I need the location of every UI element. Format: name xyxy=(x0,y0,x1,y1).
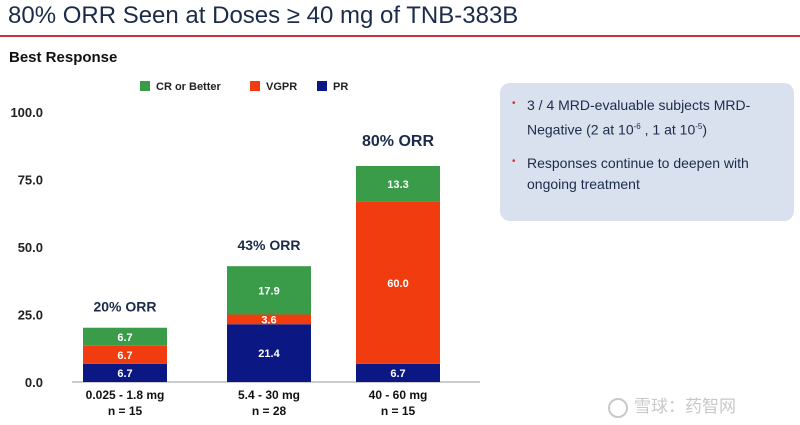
bar-segment xyxy=(227,266,311,315)
legend-label: PR xyxy=(333,81,348,93)
orr-annotation: 20% ORR xyxy=(93,299,156,315)
x-category-label: 40 - 60 mg xyxy=(369,388,428,402)
bar-data-label: 60.0 xyxy=(387,278,408,290)
bar-data-label: 6.7 xyxy=(117,350,132,362)
legend-swatch xyxy=(317,81,327,91)
callout-bullet-mrd: • 3 / 4 MRD-evaluable subjects MRD-Negat… xyxy=(512,95,782,141)
bar-segment xyxy=(83,363,167,382)
watermark-logo-icon xyxy=(608,397,628,418)
stacked-bar-chart: 0.0 25.0 50.0 75.0 100.0 CR or Better VGPR PR 6.… xyxy=(10,81,480,418)
legend-label: CR or Better xyxy=(156,81,222,93)
bar-segment xyxy=(83,345,167,364)
bar-data-label: 13.3 xyxy=(387,179,408,191)
callout-box: • 3 / 4 MRD-evaluable subjects MRD-Negat… xyxy=(500,83,794,221)
bar-data-label: 21.4 xyxy=(258,348,280,360)
bullet-text-mrd: 3 / 4 MRD-evaluable subjects MRD-Negativ… xyxy=(527,97,751,138)
y-tick-label: 75.0 xyxy=(18,173,43,188)
bar-data-label: 6.7 xyxy=(390,368,405,380)
x-category-label: 5.4 - 30 mg xyxy=(238,388,300,402)
orr-annotation: 43% ORR xyxy=(237,237,300,253)
bar-data-label: 3.6 xyxy=(261,314,276,326)
slide-title: 80% ORR Seen at Doses ≥ 40 mg of TNB-383… xyxy=(8,2,519,29)
y-tick-label: 100.0 xyxy=(10,105,43,120)
bar-segment xyxy=(227,314,311,325)
legend-swatch xyxy=(140,81,150,91)
callout-bullet-deepen: • Responses continue to deepen with ongo… xyxy=(512,153,782,195)
x-category-sublabel: n = 15 xyxy=(108,404,143,418)
bar-data-label: 17.9 xyxy=(258,285,279,297)
watermark-text: 雪球：药智网 xyxy=(634,397,736,416)
bar-segment xyxy=(356,166,440,202)
y-tick-label: 25.0 xyxy=(18,308,43,323)
bar-data-label: 6.7 xyxy=(117,332,132,344)
bar-data-label: 6.7 xyxy=(117,368,132,380)
legend-label: VGPR xyxy=(266,81,297,93)
x-category-sublabel: n = 28 xyxy=(252,404,287,418)
bar-segment xyxy=(356,201,440,364)
legend-swatch xyxy=(250,81,260,91)
chart-heading: Best Response xyxy=(9,49,118,66)
bullet-mark: • xyxy=(512,98,516,109)
bar-segment xyxy=(227,324,311,382)
x-category-label: 0.025 - 1.8 mg xyxy=(86,388,165,402)
bar-segment xyxy=(83,327,167,346)
bullet-text-deepen: Responses continue to deepen with ongoin… xyxy=(527,154,749,192)
watermark: 雪球：药智网 xyxy=(608,392,736,418)
y-tick-label: 50.0 xyxy=(18,240,43,255)
bar-segment xyxy=(356,363,440,382)
title-divider xyxy=(0,35,800,37)
bullet-mark: • xyxy=(512,155,516,167)
orr-annotation: 80% ORR xyxy=(362,133,434,150)
x-category-sublabel: n = 15 xyxy=(381,404,416,418)
y-tick-label: 0.0 xyxy=(25,375,43,390)
